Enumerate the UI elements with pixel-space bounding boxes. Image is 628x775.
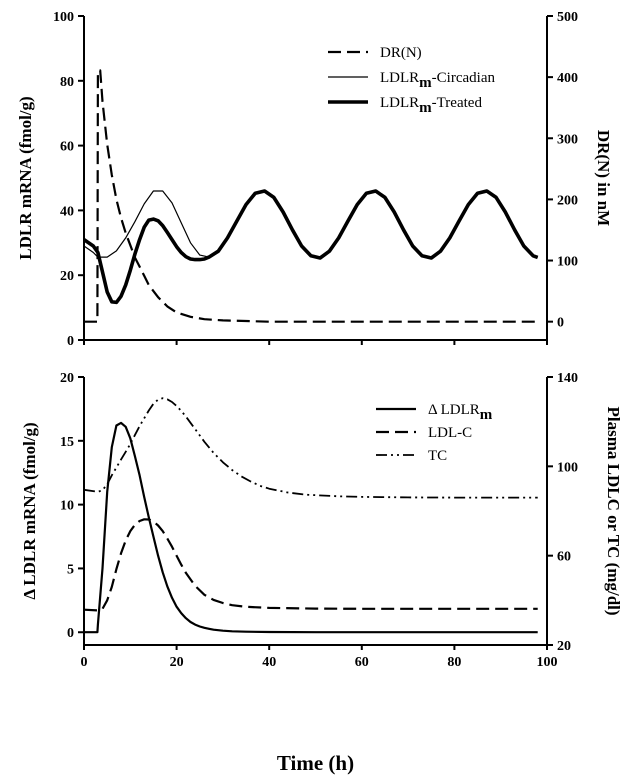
panel1-series-dr-n-line — [84, 69, 538, 323]
panel2-x-axis-label: Time (h) — [277, 751, 354, 775]
panel1-left-tick-label: 0 — [67, 334, 74, 349]
panel2-legend-label-main: TC — [428, 448, 447, 464]
panel2-right-tick-label: 60 — [557, 550, 571, 565]
panel1-right-tick-label: 400 — [557, 71, 578, 86]
panel2-legend-label: LDL-C — [428, 425, 472, 441]
panel1-right-tick-label: 0 — [557, 316, 564, 331]
panel2-right-axis-label: Plasma LDLC or TC (mg/dl) — [604, 406, 623, 615]
panel1-legend-label: LDLRm-Treated — [380, 95, 482, 116]
panel2-x-tick-label: 100 — [537, 655, 558, 670]
panel1-legend-label-tail: -Circadian — [432, 70, 496, 86]
panel2-left-tick-label: 15 — [60, 435, 74, 450]
panel2-left-tick-label: 10 — [60, 499, 74, 514]
panel1-legend-label-main: DR(N) — [380, 45, 422, 61]
panel1-legend-label-sub: m — [419, 100, 432, 116]
panel2-right-tick-label: 20 — [557, 639, 571, 654]
panel2-series-ldl-c-line — [83, 518, 538, 612]
panel2-legend-label-main: LDL-C — [428, 425, 472, 441]
panel1-left-tick-label: 100 — [53, 10, 74, 25]
panel2-series-tc-line — [83, 397, 538, 499]
panel1-left-tick-label: 40 — [60, 204, 74, 219]
panel2-legend-label: Δ LDLRm — [428, 402, 493, 423]
panel2-right-tick-label: 140 — [557, 371, 578, 386]
panel1-right-tick-label: 500 — [557, 10, 578, 25]
panel2-series-ldlrm-line — [84, 421, 538, 634]
panel2-right-tick-label: 100 — [557, 460, 578, 475]
panel2-left-tick-label: 20 — [60, 371, 74, 386]
panel1-legend-label: LDLRm-Circadian — [380, 70, 495, 91]
panel1-legend-label: DR(N) — [380, 45, 422, 61]
panel1-left-tick-label: 80 — [60, 75, 74, 90]
panel2-left-tick-label: 5 — [67, 562, 74, 577]
panel1-legend-label-main: LDLR — [380, 70, 419, 86]
panel1-left-tick-label: 60 — [60, 140, 74, 155]
panel2-x-tick-label: 60 — [355, 655, 369, 670]
panel1-left-tick-label: 20 — [60, 269, 74, 284]
panel2-x-tick-label: 40 — [262, 655, 276, 670]
panel2-x-tick-label: 0 — [81, 655, 88, 670]
panel1-legend-label-sub: m — [419, 75, 432, 91]
panel1-right-tick-label: 100 — [557, 255, 578, 270]
panel2-left-axis-label: Δ LDLR mRNA (fmol/g) — [20, 422, 39, 599]
panel1-series-ldlrm-treated-line — [82, 189, 539, 305]
panel2-x-tick-label: 80 — [447, 655, 461, 670]
panel1-right-tick-label: 300 — [557, 132, 578, 147]
panel1-legend-label-main: LDLR — [380, 95, 419, 111]
panel2-left-tick-label: 0 — [67, 626, 74, 641]
panel1-right-axis-label: DR(N) in nM — [594, 130, 613, 226]
panel1-right-tick-label: 200 — [557, 193, 578, 208]
panel2-x-tick-label: 20 — [170, 655, 184, 670]
panel1-legend-label-tail: -Treated — [432, 95, 483, 111]
panel1-left-axis-label: LDLR mRNA (fmol/g) — [16, 96, 35, 259]
panel2-legend-label-sub: m — [480, 407, 493, 423]
panel2-legend-label: TC — [428, 448, 447, 464]
panel2-legend-label-main: Δ LDLR — [428, 402, 480, 418]
